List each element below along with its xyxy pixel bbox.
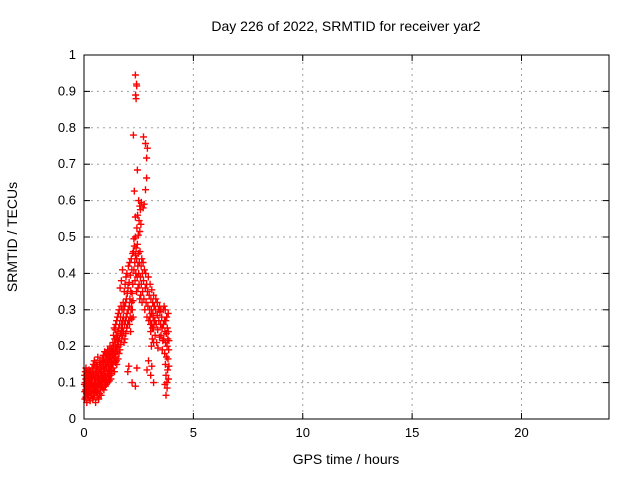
y-tick-label: 0 <box>69 411 76 426</box>
y-tick-label: 0.1 <box>58 375 76 390</box>
x-tick-label: 20 <box>514 425 528 440</box>
x-tick-label: 0 <box>80 425 87 440</box>
x-tick-label: 15 <box>405 425 419 440</box>
y-axis-label: SRMTID / TECUs <box>4 182 20 292</box>
y-tick-label: 0.8 <box>58 120 76 135</box>
y-tick-label: 1 <box>69 47 76 62</box>
y-tick-label: 0.4 <box>58 265 76 280</box>
y-tick-label: 0.5 <box>58 229 76 244</box>
y-tick-label: 0.7 <box>58 156 76 171</box>
x-tick-label: 10 <box>296 425 310 440</box>
gridlines <box>85 56 608 418</box>
tick-labels: 00.10.20.30.40.50.60.70.80.910 5 10 15 20 <box>58 47 529 440</box>
y-tick-label: 0.3 <box>58 302 76 317</box>
plot-border <box>83 54 610 420</box>
x-tick-label: 5 <box>190 425 197 440</box>
x-axis-label: GPS time / hours <box>293 451 400 467</box>
y-tick-label: 0.2 <box>58 338 76 353</box>
chart-title: Day 226 of 2022, SRMTID for receiver yar… <box>211 18 480 34</box>
y-tick-label: 0.9 <box>58 83 76 98</box>
y-tick-label: 0.6 <box>58 193 76 208</box>
